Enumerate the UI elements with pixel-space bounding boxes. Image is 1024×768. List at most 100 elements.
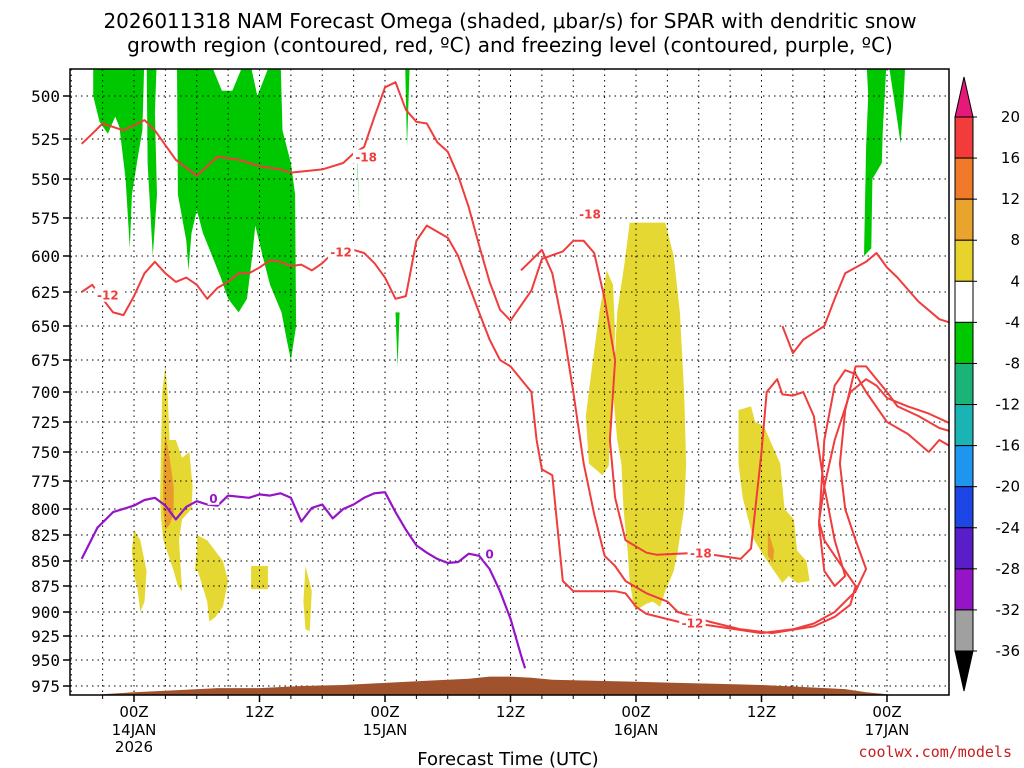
- plot-area: -12 -18 -12 -18 -18 -12 0 0: [70, 69, 949, 695]
- plot-frame: [69, 68, 950, 696]
- y-tick-label: 550: [31, 170, 60, 189]
- colorbar-label: 8: [1010, 231, 1020, 249]
- contour-label: -18: [690, 547, 712, 561]
- chart-title-line1: 2026011318 NAM Forecast Omega (shaded, μ…: [103, 9, 916, 33]
- contour-label-bg: [679, 615, 706, 630]
- x-tick-year: 2026: [115, 738, 153, 756]
- contour-label-bg: [352, 149, 380, 164]
- colorbar-top-arrow: [954, 76, 974, 118]
- y-tick-label: 575: [31, 209, 60, 228]
- x-axis-label: Forecast Time (UTC): [417, 749, 598, 768]
- x-tick-date: 15JAN: [363, 721, 408, 739]
- contour-label: -18: [579, 207, 601, 221]
- colorbar-swatch: [954, 362, 974, 406]
- y-tick-label: 675: [31, 351, 60, 370]
- x-tick-label: 00Z: [119, 703, 148, 721]
- contour-label: -12: [330, 245, 352, 259]
- colorbar-swatch: [954, 404, 974, 447]
- upward-motion-region: [355, 139, 360, 218]
- y-tick-label: 800: [31, 500, 60, 519]
- contour-label: 0: [209, 492, 217, 506]
- colorbar-label: -4: [1005, 313, 1020, 331]
- downward-motion-region: [738, 406, 810, 583]
- colorbar-label: -16: [996, 437, 1021, 455]
- contour-label-bg: [94, 287, 122, 302]
- omega-shading: [93, 69, 906, 632]
- x-tick-label: 00Z: [872, 703, 901, 721]
- downward-motion-region: [194, 535, 229, 622]
- dgz-contour-minus12: [781, 252, 949, 355]
- dgz-contour-minus18: [81, 81, 949, 587]
- colorbar-bottom-arrow: [954, 650, 974, 692]
- colorbar-label: 16: [1001, 149, 1020, 167]
- x-tick-date: 16JAN: [614, 721, 659, 739]
- colorbar-label: -28: [996, 560, 1021, 578]
- contour-label-bg: [483, 546, 496, 561]
- downward-motion-region: [303, 566, 312, 632]
- colorbar-label: -20: [996, 478, 1021, 496]
- y-tick-label: 625: [31, 283, 60, 302]
- x-tick-date: 17JAN: [865, 721, 910, 739]
- colorbar-label: 20: [1001, 108, 1020, 126]
- contour-label-bg: [327, 244, 355, 259]
- colorbar-swatch: [954, 239, 974, 282]
- y-tick-label: 650: [31, 317, 60, 336]
- y-tick-label: 750: [31, 443, 60, 462]
- colorbar-swatch: [954, 445, 974, 488]
- credit-text: coolwx.com/models: [858, 743, 1012, 761]
- colorbar-label: 4: [1010, 272, 1020, 290]
- downward-motion-region: [251, 566, 268, 590]
- y-tick-label: 925: [31, 627, 60, 646]
- colorbar-swatch: [954, 568, 974, 611]
- y-tick-label: 900: [31, 603, 60, 622]
- y-axis: 500 525 550 575 600 625 650 675 700 725 750 775 800 8…: [31, 87, 70, 696]
- chart-title-line2: growth region (contoured, red, ºC) and f…: [127, 33, 893, 57]
- dgz-contour-minus18: [520, 248, 949, 635]
- x-tick-label: 12Z: [245, 703, 274, 721]
- contour-label-bg: [207, 490, 220, 505]
- y-tick-label: 950: [31, 651, 60, 670]
- x-tick-label: 12Z: [747, 703, 776, 721]
- upward-motion-region: [93, 69, 145, 249]
- y-tick-label: 600: [31, 247, 60, 266]
- y-tick-label: 875: [31, 577, 60, 596]
- contour-label-bg: [576, 206, 604, 221]
- downward-motion-region: [131, 529, 147, 612]
- downward-motion-region: [613, 222, 687, 609]
- y-tick-label: 850: [31, 552, 60, 571]
- y-tick-label: 825: [31, 526, 60, 545]
- contour-label: -18: [355, 151, 377, 165]
- colorbar-swatch: [954, 157, 974, 200]
- colorbar-swatch: [954, 321, 974, 364]
- contour-label: -12: [682, 617, 704, 631]
- upward-motion-region: [177, 69, 297, 360]
- y-tick-label: 700: [31, 383, 60, 402]
- upward-motion-region: [146, 69, 157, 256]
- x-tick-label: 12Z: [496, 703, 525, 721]
- x-tick-label: 00Z: [370, 703, 399, 721]
- contour-label: -12: [97, 289, 119, 303]
- colorbar-swatch: [954, 609, 974, 652]
- colorbar-swatch: [954, 280, 974, 323]
- colorbar-label: -8: [1005, 354, 1020, 372]
- colorbar-label: -24: [996, 519, 1021, 537]
- colorbar: 20 16 12 8 4 -4 -8 -12 -16 -20 -24 -28 -32 -36: [954, 76, 1021, 692]
- contour-label: 0: [485, 548, 493, 562]
- y-tick-label: 500: [31, 87, 60, 106]
- downward-motion-region: [160, 366, 193, 592]
- contour-label-bg: [687, 545, 715, 560]
- colorbar-label: 12: [1001, 190, 1020, 208]
- upward-motion-region: [395, 312, 400, 367]
- y-tick-label: 525: [31, 130, 60, 149]
- contour-labels: -12 -18 -12 -18 -18 -12 0 0: [94, 149, 715, 631]
- contours: [80, 81, 949, 669]
- x-tick-date: 14JAN: [112, 721, 157, 739]
- colorbar-label: -36: [996, 642, 1021, 660]
- colorbar-label: -32: [996, 601, 1021, 619]
- dgz-contour-minus12: [81, 224, 949, 635]
- terrain-ground: [95, 676, 901, 695]
- grid-lines: [70, 69, 949, 695]
- terrain: [95, 676, 901, 695]
- colorbar-label: -12: [996, 396, 1021, 414]
